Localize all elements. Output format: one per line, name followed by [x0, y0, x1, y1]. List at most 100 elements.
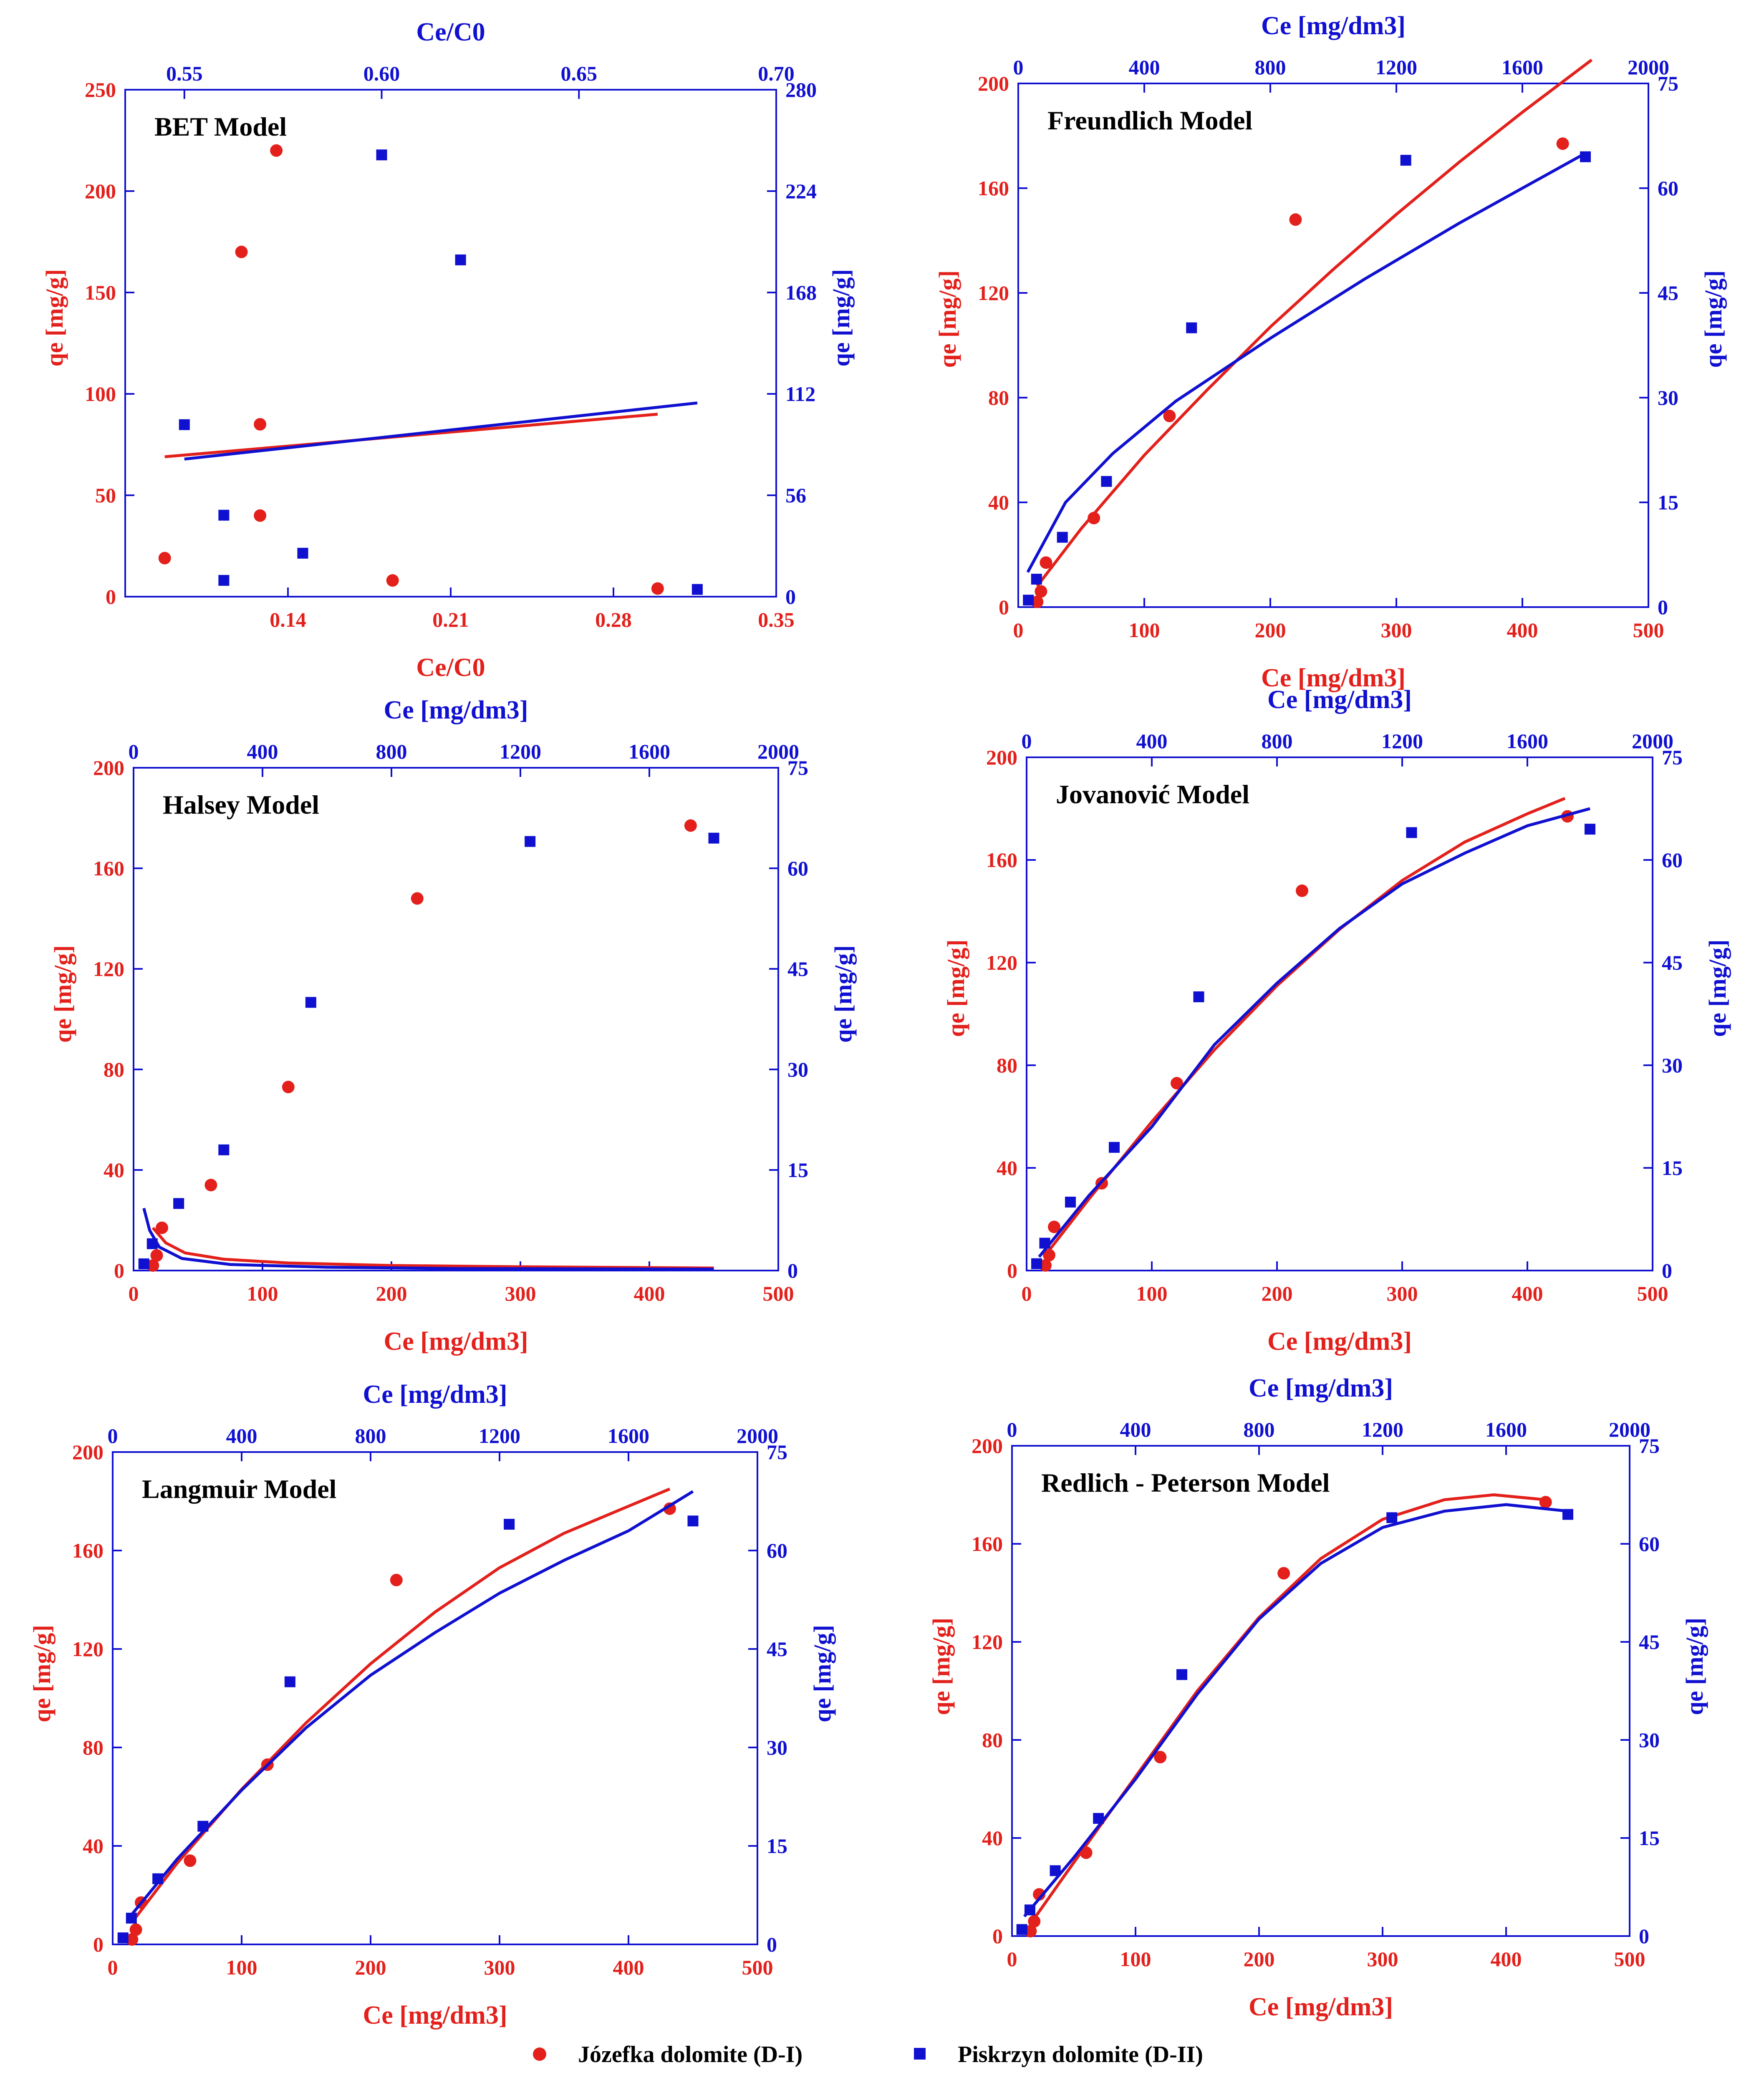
x-top-tick-label: 0: [1022, 729, 1032, 753]
y-right-tick-label: 45: [1639, 1630, 1660, 1654]
data-point: [1057, 532, 1068, 543]
data-point: [1039, 1238, 1050, 1249]
series-piskrzyn: [1016, 1503, 1573, 1935]
data-point: [284, 1676, 295, 1687]
fit-curve: [1026, 152, 1586, 573]
chart-title: Jovanović Model: [1056, 779, 1249, 809]
x-bottom-tick-label: 200: [376, 1282, 407, 1305]
y-right-axis-title: qe [mg/g]: [830, 945, 857, 1043]
data-point: [663, 1502, 676, 1515]
data-point: [1176, 1669, 1187, 1680]
y-left-tick-label: 50: [95, 484, 116, 507]
y-left-axis-title: qe [mg/g]: [28, 1625, 56, 1722]
x-bottom-tick-label: 0: [1022, 1282, 1032, 1305]
data-point: [1043, 1249, 1055, 1262]
y-right-tick-label: 75: [1658, 72, 1678, 95]
y-left-tick-label: 200: [72, 1440, 103, 1464]
y-right-tick-label: 0: [1658, 595, 1668, 619]
x-bottom-axis-title: Ce [mg/dm3]: [1261, 664, 1406, 692]
x-bottom-tick-label: 300: [1367, 1947, 1398, 1971]
x-top-tick-label: 800: [376, 740, 407, 763]
fit-curve: [1029, 1493, 1546, 1925]
x-bottom-tick-label: 100: [1120, 1947, 1151, 1971]
y-left-tick-label: 80: [83, 1736, 103, 1759]
x-top-tick-label: 1200: [1381, 729, 1423, 753]
data-point: [126, 1913, 137, 1924]
x-bottom-axis-title: Ce [mg/dm3]: [1267, 1327, 1412, 1356]
data-point: [651, 582, 664, 595]
legend-label-jozefka: Józefka dolomite (D-I): [578, 2042, 803, 2067]
y-right-tick-label: 168: [785, 281, 817, 304]
data-point: [204, 1179, 217, 1192]
y-right-tick-label: 60: [1639, 1532, 1660, 1556]
data-point: [386, 574, 399, 587]
data-point: [1033, 1888, 1046, 1901]
y-left-tick-label: 0: [1007, 1259, 1017, 1282]
data-point: [197, 1820, 209, 1832]
fit-curve: [142, 1208, 714, 1271]
series-piskrzyn: [117, 1490, 699, 1944]
data-point: [1539, 1496, 1552, 1509]
y-left-tick-label: 120: [978, 281, 1009, 305]
x-top-tick-label: 0: [108, 1424, 118, 1447]
y-left-axis-title: qe [mg/g]: [942, 940, 969, 1037]
x-top-tick-label: 1600: [1485, 1418, 1527, 1441]
plot-frame: [1026, 756, 1653, 1271]
series-jozefka: [126, 1488, 676, 1946]
chart-panel-1: 0.14 0.21 0.28 0.35 0.55 0.60 0.65 0.70 0 50 100 15…: [41, 18, 855, 682]
y-left-tick-label: 120: [72, 1637, 103, 1661]
x-bottom-tick-label: 0.14: [270, 608, 306, 631]
data-point: [152, 1873, 164, 1884]
y-left-tick-label: 160: [93, 857, 124, 880]
x-bottom-tick-label: 200: [355, 1956, 386, 1979]
series-jozefka: [1031, 58, 1593, 608]
x-bottom-tick-label: 500: [763, 1282, 794, 1305]
series-piskrzyn: [1031, 807, 1595, 1269]
chart-title: Halsey Model: [163, 790, 319, 819]
y-left-tick-label: 160: [972, 1532, 1003, 1556]
x-bottom-tick-label: 0: [1007, 1947, 1017, 1971]
x-top-tick-label: 1200: [500, 740, 541, 763]
y-left-axis-title: qe [mg/g]: [49, 945, 76, 1043]
data-point: [1277, 1567, 1290, 1580]
y-right-tick-label: 30: [787, 1058, 808, 1081]
y-left-tick-label: 150: [85, 281, 116, 304]
y-left-tick-label: 40: [83, 1834, 103, 1858]
x-top-tick-label: 800: [1262, 729, 1293, 753]
y-right-tick-label: 75: [1662, 746, 1683, 769]
data-point: [525, 836, 536, 847]
data-point: [1039, 1259, 1052, 1272]
data-point: [684, 819, 697, 832]
chart-title: Langmuir Model: [142, 1474, 336, 1504]
x-bottom-axis-title: Ce [mg/dm3]: [384, 1327, 528, 1356]
data-point: [282, 1081, 295, 1094]
fit-curve: [151, 1227, 714, 1270]
x-bottom-tick-label: 0: [108, 1956, 118, 1979]
y-left-axis-title: qe [mg/g]: [928, 1618, 955, 1715]
series-jozefka: [1024, 1493, 1552, 1938]
x-top-tick-label: 2000: [1628, 55, 1669, 79]
data-point: [1163, 409, 1176, 422]
chart-panels: 0.14 0.21 0.28 0.35 0.55 0.60 0.65 0.70 0 50 100 15…: [28, 12, 1731, 2030]
y-right-axis-title: qe [mg/g]: [1704, 940, 1731, 1037]
y-right-tick-label: 75: [767, 1440, 787, 1464]
data-point: [254, 418, 267, 431]
y-left-tick-label: 40: [997, 1156, 1017, 1180]
y-left-tick-label: 0: [114, 1259, 124, 1282]
y-left-tick-label: 160: [978, 176, 1009, 200]
x-bottom-tick-label: 100: [1136, 1282, 1168, 1305]
data-point: [184, 1854, 197, 1867]
data-point: [1109, 1142, 1120, 1153]
data-point: [1031, 595, 1044, 608]
x-top-tick-label: 800: [1244, 1418, 1275, 1441]
data-point: [411, 892, 424, 905]
y-left-tick-label: 160: [72, 1539, 103, 1562]
data-point: [1171, 1077, 1183, 1090]
x-top-axis-title: Ce [mg/dm3]: [363, 1380, 507, 1409]
x-bottom-tick-label: 500: [1614, 1947, 1645, 1971]
y-right-tick-label: 30: [1662, 1054, 1683, 1077]
data-point: [1088, 512, 1100, 524]
chart-title: Redlich - Peterson Model: [1041, 1468, 1330, 1498]
data-point: [376, 149, 387, 161]
